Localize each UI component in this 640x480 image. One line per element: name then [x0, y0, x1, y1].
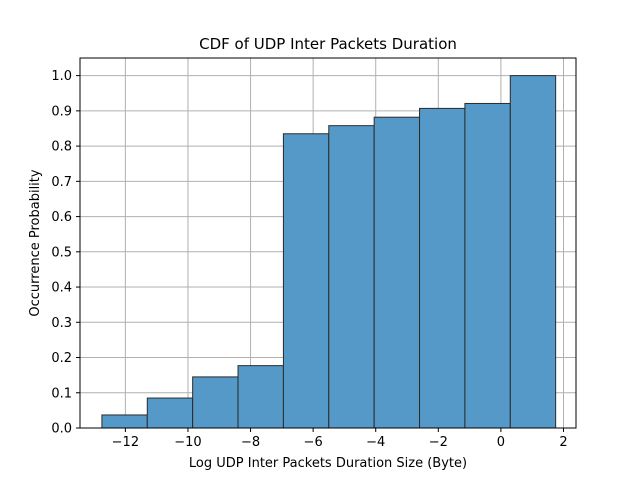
- y-tick-label: 0.0: [51, 422, 72, 437]
- y-tick-label: 0.7: [51, 175, 72, 190]
- histogram-bar-1: [101, 414, 148, 429]
- y-tick-label: 0.8: [51, 140, 72, 155]
- histogram-bar-7: [373, 116, 421, 429]
- x-tick-label: −12: [112, 435, 139, 450]
- y-tick-label: 0.5: [51, 245, 72, 260]
- y-tick-label: 0.6: [51, 210, 72, 225]
- histogram-bar-5: [282, 133, 330, 429]
- histogram-bar-8: [419, 107, 466, 429]
- y-tick-label: 0.2: [51, 351, 72, 366]
- y-tick-label: 0.9: [51, 104, 72, 119]
- histogram-bar-3: [192, 376, 239, 429]
- x-tick-label: −4: [366, 435, 385, 450]
- y-tick-label: 1.0: [51, 69, 72, 84]
- x-axis-label: Log UDP Inter Packets Duration Size (Byt…: [189, 456, 467, 471]
- x-tick-label: −10: [174, 435, 201, 450]
- histogram-bar-10: [509, 75, 557, 429]
- x-tick-label: 0: [497, 435, 505, 450]
- histogram-bar-2: [146, 397, 194, 429]
- histogram-bar-4: [237, 365, 284, 429]
- x-tick-label: −6: [304, 435, 323, 450]
- histogram-bars: [101, 75, 557, 429]
- histogram-bar-6: [328, 125, 375, 429]
- x-tick-label: −8: [241, 435, 260, 450]
- y-tick-label: 0.1: [51, 386, 72, 401]
- y-tick-label: 0.3: [51, 316, 72, 331]
- histogram-bar-9: [464, 102, 511, 429]
- x-tick-label: −2: [429, 435, 448, 450]
- chart-title: CDF of UDP Inter Packets Duration: [199, 35, 457, 53]
- y-axis-label: Occurrence Probability: [28, 169, 43, 316]
- axis-ticks: −12 −10 −8 −6 −4 −2 0 2 0.0 0.1 0.2 0.3 0.4 0.5 0.6 0.7…: [51, 69, 567, 450]
- plot-area-frame: [79, 57, 577, 429]
- y-tick-label: 0.4: [51, 281, 72, 296]
- x-tick-label: 2: [559, 435, 567, 450]
